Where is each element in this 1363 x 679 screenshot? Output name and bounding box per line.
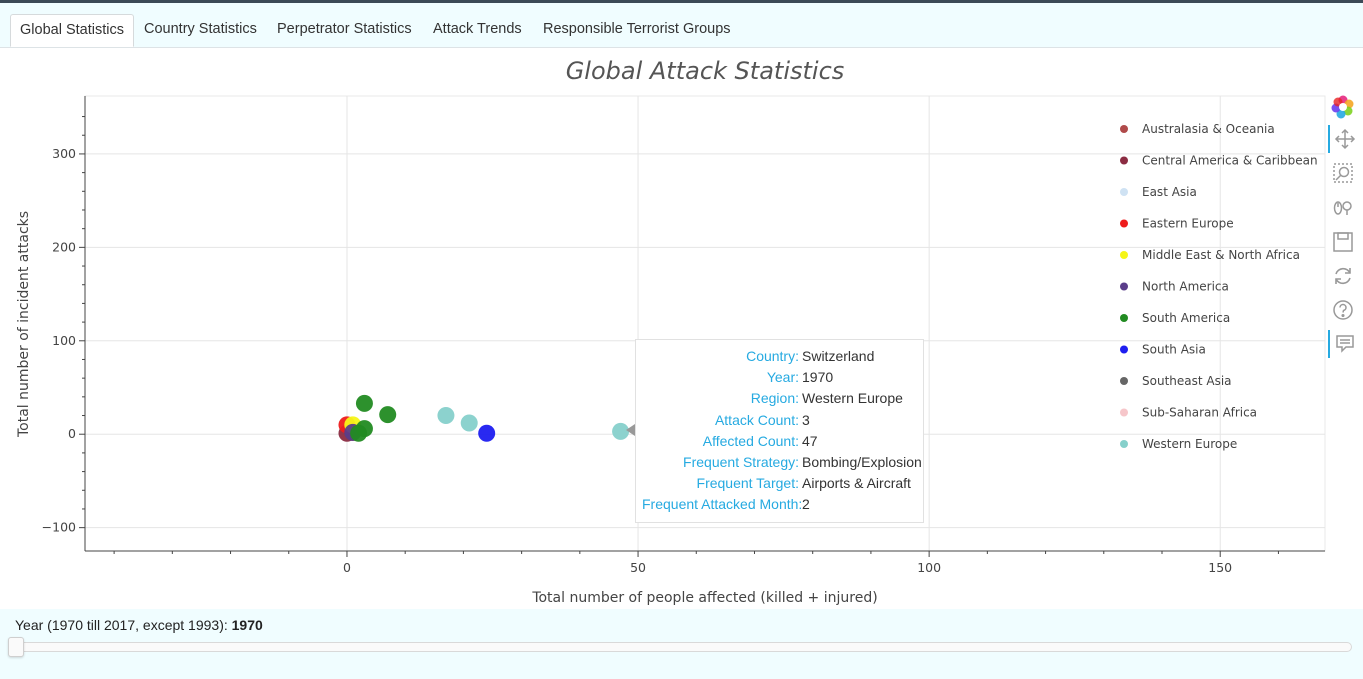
tooltip-row-frequent-month: Frequent Attacked Month:2	[642, 494, 917, 515]
legend-label: East Asia	[1142, 185, 1197, 199]
y-tick-label: −100	[42, 520, 76, 535]
legend-swatch	[1120, 408, 1128, 417]
legend-label: Central America & Caribbean	[1142, 154, 1318, 168]
tab-attack-trends[interactable]: Attack Trends	[433, 21, 522, 37]
tooltip-key: Attack Count:	[714, 411, 799, 428]
tooltip-value: 2	[802, 496, 810, 513]
tab-perpetrator-statistics[interactable]: Perpetrator Statistics	[277, 21, 412, 37]
legend-swatch	[1120, 188, 1128, 196]
legend-label: North America	[1142, 280, 1229, 294]
tooltip-value: Airports & Aircraft	[802, 475, 911, 492]
data-point	[460, 414, 478, 432]
window-top-bar	[0, 0, 1363, 3]
tooltip-key: Affected Count:	[702, 432, 799, 449]
tab-country-statistics[interactable]: Country Statistics	[144, 21, 257, 37]
tooltip-key: Frequent Target:	[696, 475, 799, 492]
legend-swatch	[1120, 440, 1128, 448]
y-axis-label: Total number of incident attacks	[16, 211, 32, 438]
x-axis-label: Total number of people affected (killed …	[531, 590, 877, 606]
legend-label: Western Europe	[1142, 437, 1237, 451]
tooltip-row-country: Country: Switzerland	[642, 346, 917, 367]
box-zoom-icon[interactable]	[1328, 159, 1358, 187]
data-point	[379, 406, 397, 424]
legend-label: South Asia	[1142, 343, 1206, 357]
legend-swatch	[1120, 125, 1128, 133]
pan-icon[interactable]	[1328, 125, 1360, 153]
tooltip-row-frequent-target: Frequent Target: Airports & Aircraft	[642, 473, 917, 494]
legend-swatch	[1120, 219, 1128, 228]
tooltip-key: Year:	[766, 369, 799, 386]
tooltip-row-frequent-strategy: Frequent Strategy: Bombing/Explosion	[642, 452, 922, 473]
tooltip-key: Frequent Attacked Month:	[642, 496, 803, 513]
tooltip-row-region: Region: Western Europe	[642, 388, 917, 409]
data-point	[612, 422, 630, 440]
x-tick-label: 100	[917, 560, 941, 575]
bokeh-logo-icon[interactable]	[1328, 93, 1358, 121]
data-point	[350, 424, 368, 442]
legend-swatch	[1120, 251, 1128, 259]
tooltip-row-attack-count: Attack Count: 3	[642, 410, 917, 431]
tooltip-pointer	[626, 424, 635, 436]
tab-responsible-terrorist-groups[interactable]: Responsible Terrorist Groups	[543, 21, 731, 37]
slider-current-value: 1970	[231, 617, 263, 633]
slider-label-text: Year (1970 till 2017, except 1993):	[15, 617, 228, 633]
tooltip-row-affected-count: Affected Count: 47	[642, 431, 917, 452]
legend-label: Middle East & North Africa	[1142, 248, 1300, 262]
y-tick-label: 200	[52, 239, 76, 254]
plot-toolbar	[1326, 93, 1363, 373]
y-tick-label: 100	[52, 333, 76, 348]
reset-icon[interactable]	[1328, 262, 1358, 290]
tooltip-value: 1970	[802, 369, 834, 386]
tooltip-value: 3	[802, 411, 810, 428]
legend-swatch	[1120, 345, 1128, 354]
y-tick-label: 0	[68, 426, 76, 441]
x-tick-label: 0	[343, 560, 351, 575]
legend-label: Australasia & Oceania	[1142, 122, 1275, 136]
tooltip-value: 47	[802, 432, 818, 449]
legend-label: Sub-Saharan Africa	[1142, 406, 1257, 420]
tab-bar: Global Statistics Country Statistics Per…	[0, 3, 1363, 48]
chart-title: Global Attack Statistics	[565, 57, 845, 85]
tooltip-row-year: Year: 1970	[642, 367, 917, 388]
legend-swatch	[1120, 282, 1128, 291]
data-point	[355, 394, 373, 412]
legend-swatch	[1120, 377, 1128, 385]
tooltip-key: Region:	[750, 390, 799, 407]
wheel-zoom-icon[interactable]	[1328, 193, 1358, 221]
hover-icon[interactable]	[1328, 330, 1360, 358]
tooltip-key: Country:	[746, 348, 799, 364]
save-icon[interactable]	[1328, 228, 1358, 256]
year-slider-track[interactable]	[15, 642, 1352, 652]
hover-tooltip: Country: Switzerland Year: 1970 Region: Wes…	[635, 339, 924, 523]
data-point	[437, 407, 455, 425]
legend-label: Southeast Asia	[1142, 374, 1232, 388]
year-slider-label: Year (1970 till 2017, except 1993): 1970	[15, 617, 263, 633]
x-tick-label: 50	[630, 560, 646, 575]
tab-global-statistics[interactable]: Global Statistics	[10, 14, 134, 47]
year-slider-panel: Year (1970 till 2017, except 1993): 1970	[0, 609, 1363, 679]
data-point	[478, 424, 496, 442]
legend-swatch	[1120, 156, 1128, 165]
tooltip-value: Western Europe	[802, 390, 903, 407]
legend-label: Eastern Europe	[1142, 217, 1234, 231]
x-tick-label: 150	[1208, 560, 1232, 575]
tooltip-key: Frequent Strategy:	[683, 453, 799, 470]
year-slider-handle[interactable]	[8, 637, 24, 657]
legend-label: South America	[1142, 311, 1230, 325]
help-icon[interactable]	[1328, 296, 1358, 324]
tooltip-value: Bombing/Explosion	[802, 453, 922, 470]
y-tick-label: 300	[52, 146, 76, 161]
tooltip-value: Switzerland	[802, 348, 875, 364]
legend-swatch	[1120, 314, 1128, 322]
